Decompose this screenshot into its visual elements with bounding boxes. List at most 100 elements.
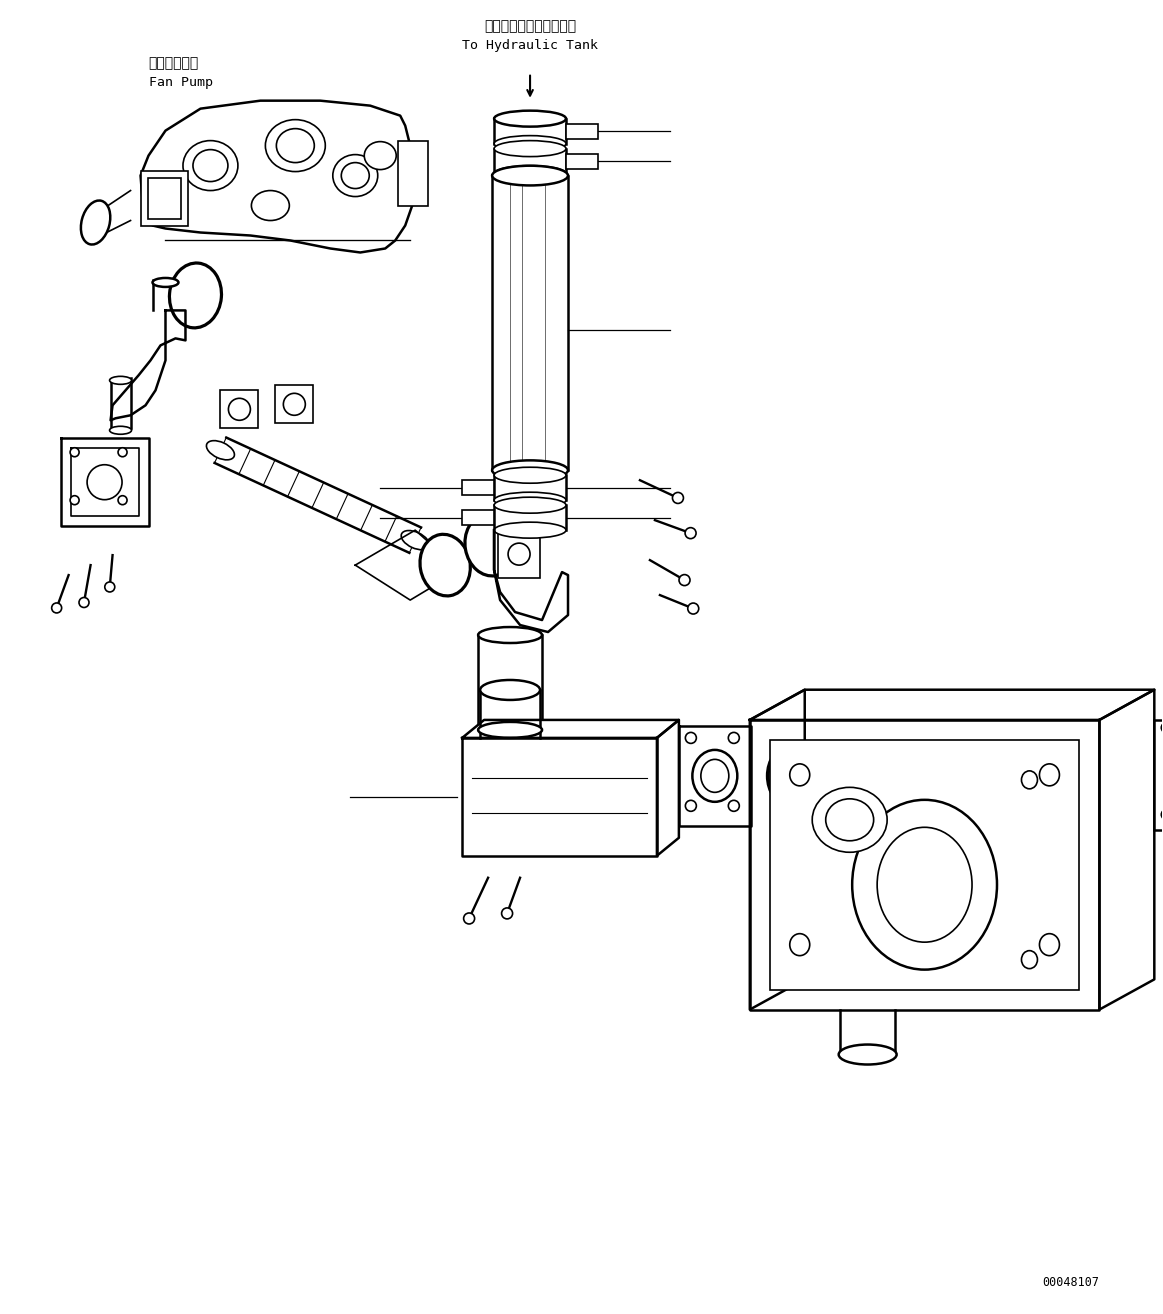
Ellipse shape (494, 166, 566, 181)
Ellipse shape (119, 495, 127, 505)
Bar (148, 177, 181, 218)
Ellipse shape (193, 150, 228, 181)
Ellipse shape (839, 1045, 897, 1064)
Ellipse shape (1021, 771, 1037, 788)
Bar (462, 480, 494, 495)
Ellipse shape (119, 448, 127, 457)
Bar (462, 510, 494, 526)
Ellipse shape (494, 497, 566, 514)
Ellipse shape (81, 201, 110, 244)
Ellipse shape (685, 732, 697, 744)
Ellipse shape (1021, 950, 1037, 968)
Polygon shape (462, 720, 679, 738)
Ellipse shape (877, 828, 972, 942)
Polygon shape (60, 439, 149, 526)
Bar (1155, 720, 1163, 829)
Text: Cooling Pump: Cooling Pump (959, 964, 1056, 978)
Ellipse shape (701, 759, 729, 792)
Ellipse shape (170, 263, 221, 328)
Ellipse shape (105, 582, 115, 591)
Ellipse shape (251, 191, 290, 221)
Ellipse shape (692, 750, 737, 802)
Ellipse shape (401, 531, 429, 549)
Ellipse shape (492, 460, 568, 480)
Ellipse shape (1162, 723, 1163, 733)
Ellipse shape (364, 142, 397, 170)
Text: ハイドロリックタンクヘ: ハイドロリックタンクヘ (484, 18, 576, 33)
Bar (494, 505, 566, 530)
Ellipse shape (826, 799, 873, 841)
Ellipse shape (152, 279, 178, 286)
Polygon shape (750, 690, 1155, 720)
Text: Fan Pump: Fan Pump (149, 76, 213, 89)
Polygon shape (750, 690, 805, 1009)
Ellipse shape (494, 110, 566, 126)
Polygon shape (750, 720, 1099, 1009)
Ellipse shape (277, 129, 314, 163)
Ellipse shape (492, 166, 568, 185)
Ellipse shape (1040, 934, 1059, 955)
Ellipse shape (812, 787, 887, 853)
Text: To Hydraulic Tank: To Hydraulic Tank (462, 38, 598, 51)
Ellipse shape (494, 468, 566, 484)
Ellipse shape (685, 800, 697, 811)
Ellipse shape (480, 679, 540, 700)
Bar (494, 118, 566, 143)
Ellipse shape (494, 141, 566, 156)
Ellipse shape (728, 800, 740, 811)
Polygon shape (71, 448, 138, 516)
Polygon shape (657, 720, 679, 855)
Bar (566, 124, 598, 138)
Ellipse shape (478, 627, 542, 643)
Ellipse shape (494, 522, 566, 539)
Ellipse shape (679, 574, 690, 586)
Bar (141, 171, 188, 226)
Bar (566, 154, 598, 168)
Bar (221, 390, 258, 428)
Ellipse shape (790, 763, 809, 786)
Ellipse shape (685, 528, 697, 539)
Ellipse shape (79, 598, 90, 607)
Ellipse shape (51, 603, 62, 612)
Polygon shape (355, 530, 461, 600)
Ellipse shape (87, 465, 122, 499)
Ellipse shape (1162, 809, 1163, 820)
Ellipse shape (333, 155, 378, 197)
Ellipse shape (687, 603, 699, 614)
Ellipse shape (420, 535, 470, 597)
Ellipse shape (341, 163, 370, 189)
Ellipse shape (501, 908, 513, 918)
Ellipse shape (508, 543, 530, 565)
Ellipse shape (70, 448, 79, 457)
Polygon shape (141, 101, 415, 252)
Polygon shape (110, 310, 185, 420)
Text: クーリングポンプ: クーリングポンプ (959, 945, 1027, 959)
Ellipse shape (70, 495, 79, 505)
Text: 00048107: 00048107 (1042, 1276, 1099, 1289)
Ellipse shape (768, 746, 809, 804)
Polygon shape (1099, 690, 1155, 1009)
Text: ファンポンプ: ファンポンプ (149, 55, 199, 70)
Bar (398, 141, 428, 205)
Ellipse shape (284, 393, 306, 415)
Ellipse shape (790, 934, 809, 955)
Ellipse shape (206, 440, 235, 460)
Bar (770, 740, 1079, 989)
Ellipse shape (1040, 763, 1059, 786)
Ellipse shape (852, 800, 997, 970)
Polygon shape (462, 738, 657, 855)
Bar (498, 530, 540, 578)
Ellipse shape (494, 493, 566, 509)
Ellipse shape (228, 398, 250, 420)
Bar (276, 385, 313, 423)
Bar (494, 148, 566, 173)
Ellipse shape (265, 120, 326, 172)
Ellipse shape (478, 721, 542, 738)
Ellipse shape (465, 514, 515, 576)
Ellipse shape (183, 141, 238, 191)
Ellipse shape (672, 493, 684, 503)
Ellipse shape (109, 426, 131, 434)
Ellipse shape (728, 732, 740, 744)
Ellipse shape (464, 913, 475, 924)
Ellipse shape (109, 376, 131, 384)
